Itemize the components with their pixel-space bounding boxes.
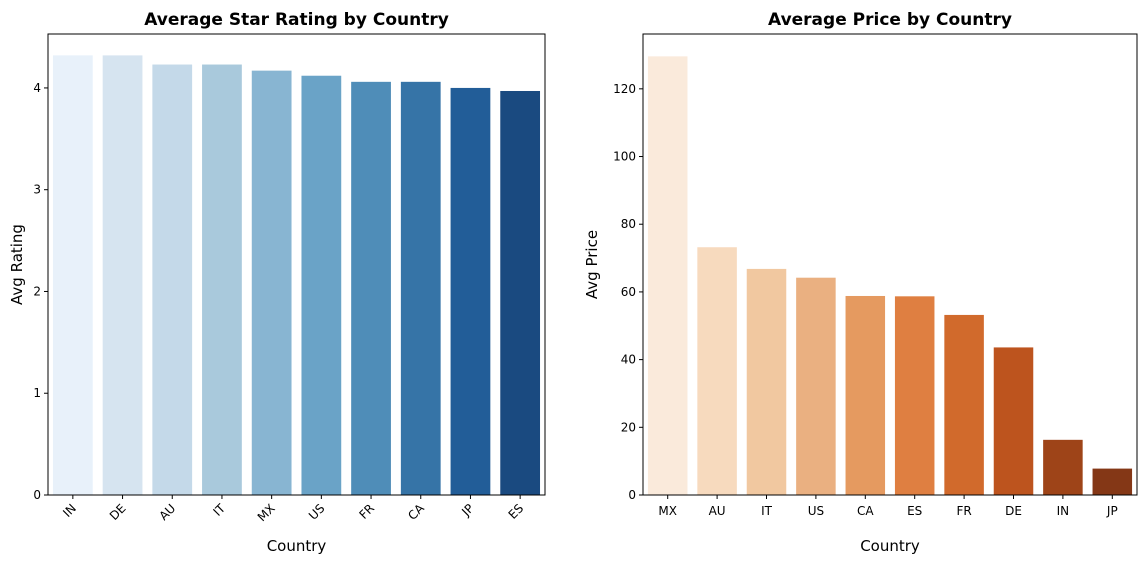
rating-bar-ca: [400, 81, 441, 496]
rating-bar-jp: [450, 87, 491, 496]
price-bar-it: [746, 268, 787, 495]
price-bar-in: [1043, 439, 1083, 495]
price-bar-ca: [845, 295, 886, 495]
rating-x-tick-label: US: [306, 501, 328, 523]
rating-chart-title: Average Star Rating by Country: [144, 10, 449, 30]
rating-bar-mx: [251, 70, 292, 495]
price-bar-fr: [944, 314, 984, 495]
price-x-tick-label: FR: [956, 504, 971, 518]
price-x-tick-label: CA: [857, 504, 874, 518]
rating-x-tick-label: DE: [107, 501, 129, 523]
price-y-axis-label: Avg Price: [583, 230, 601, 299]
rating-x-tick-label: IN: [60, 501, 79, 520]
price-chart: 0 20 40 60 80 100 120 MX AU IT US CA ES FR DE IN JP Avera…: [583, 10, 1138, 555]
price-x-tick-label: US: [808, 504, 824, 518]
rating-bar-it: [202, 64, 242, 496]
rating-bar-de: [102, 55, 143, 496]
rating-x-tick-label: AU: [156, 501, 178, 523]
price-x-tick-label: IT: [761, 504, 773, 518]
rating-x-tick-label: JP: [458, 501, 476, 519]
price-y-tick-label: 120: [613, 82, 636, 96]
price-y-tick-label: 80: [621, 217, 636, 231]
price-bar-de: [993, 347, 1034, 495]
rating-chart: 0 1 2 3 4 IN DE AU IT MX US FR CA JP ES Average Star Ra…: [8, 10, 546, 555]
price-y-tick-label: 60: [621, 285, 636, 299]
price-bar-jp: [1092, 468, 1133, 495]
price-bar-mx: [647, 56, 688, 496]
price-x-tick-label: JP: [1106, 504, 1118, 518]
rating-y-tick-label: 2: [33, 284, 41, 298]
rating-y-tick-label: 3: [33, 183, 41, 197]
price-y-tick-label: 0: [628, 488, 636, 502]
price-bar-us: [796, 277, 836, 495]
rating-x-tick-label: MX: [255, 501, 278, 524]
price-x-axis-label: Country: [860, 537, 920, 555]
rating-x-axis-label: Country: [267, 537, 327, 555]
rating-x-tick-label: ES: [506, 501, 527, 522]
rating-x-tick-label: IT: [210, 501, 228, 519]
rating-x-tick-label: CA: [405, 501, 427, 523]
rating-y-tick-label: 0: [33, 488, 41, 502]
rating-bar-fr: [351, 81, 391, 496]
price-y-tick-label: 100: [613, 150, 636, 164]
price-axes-frame: [642, 33, 1138, 496]
price-x-tick-label: DE: [1005, 504, 1022, 518]
price-x-tick-label: ES: [907, 504, 922, 518]
rating-bar-au: [152, 64, 193, 496]
price-y-tick-label: 40: [621, 353, 636, 367]
rating-y-tick-label: 1: [33, 386, 41, 400]
rating-bar-in: [52, 55, 93, 496]
price-bar-es: [894, 296, 935, 495]
price-chart-title: Average Price by Country: [768, 10, 1012, 30]
rating-y-tick-label: 4: [33, 81, 41, 95]
price-x-tick-label: MX: [658, 504, 677, 518]
price-x-tick-label: AU: [709, 504, 726, 518]
rating-bar-us: [301, 75, 342, 495]
price-x-tick-label: IN: [1057, 504, 1070, 518]
rating-axes-frame: [47, 33, 546, 496]
price-bar-au: [697, 247, 737, 495]
rating-y-axis-label: Avg Rating: [8, 224, 26, 305]
rating-x-tick-label: FR: [356, 501, 377, 522]
rating-bar-es: [500, 90, 541, 496]
price-y-tick-label: 20: [621, 420, 636, 434]
